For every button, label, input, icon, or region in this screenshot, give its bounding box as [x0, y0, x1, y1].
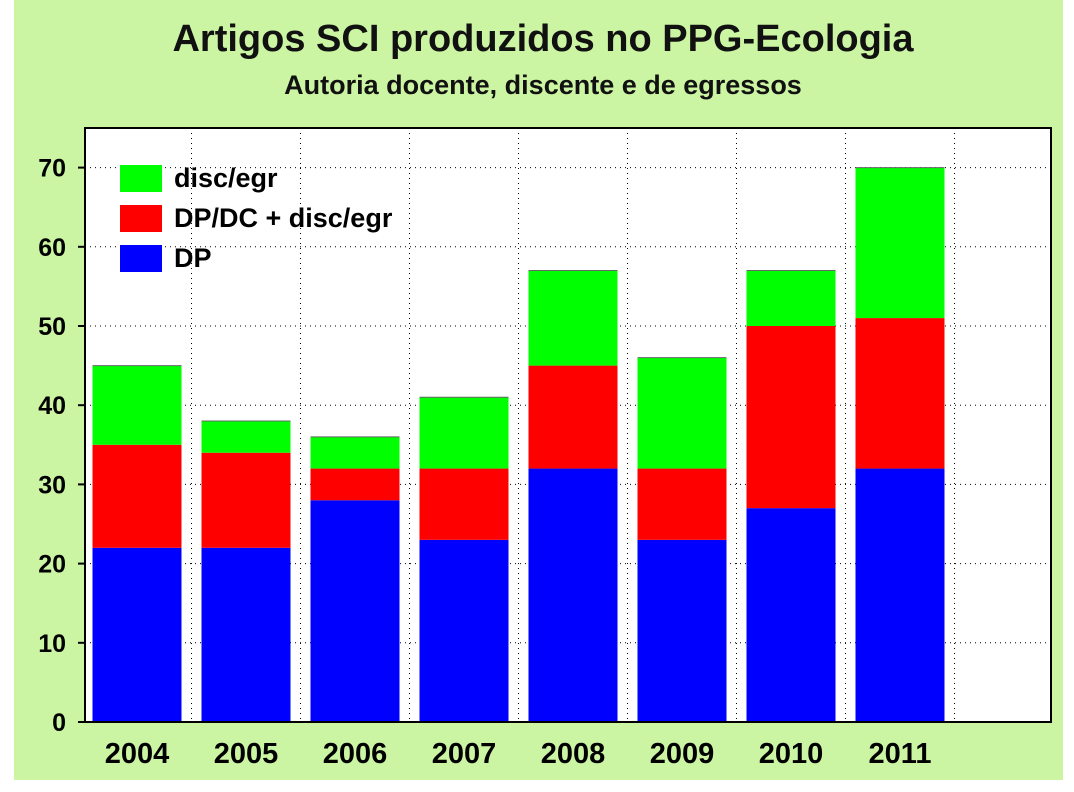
bar-segment-dp-2006 [310, 500, 400, 722]
y-tick-label-70: 70 [38, 155, 66, 183]
bar-segment-disc-egr-2011 [855, 167, 945, 319]
bar-segment-dp-dc-disc-egr-2010 [746, 326, 836, 509]
legend-label-disc-egr: disc/egr [174, 163, 278, 193]
axis-layer: 2004 2005 2006 2007 2008 2009 2010 2011 0 10 20 30 4… [38, 128, 1051, 770]
bar-layer [92, 167, 945, 722]
bar-segment-disc-egr-2006 [310, 436, 400, 469]
bar-segment-disc-egr-2007 [419, 397, 509, 469]
bar-segment-disc-egr-2005 [201, 421, 291, 453]
y-tick-label-50: 50 [38, 313, 66, 341]
x-tick-label-2011: 2011 [869, 738, 932, 770]
y-tick-label-20: 20 [38, 551, 66, 579]
x-tick-label-2006: 2006 [323, 738, 388, 770]
bar-segment-dp-2011 [855, 468, 945, 722]
legend-swatch-disc-egr [120, 165, 162, 192]
bar-segment-dp-dc-disc-egr-2007 [419, 468, 509, 540]
y-tick-label-60: 60 [38, 234, 66, 262]
bar-segment-dp-2010 [746, 508, 836, 722]
bar-segment-dp-2004 [92, 547, 182, 722]
y-tick-label-10: 10 [38, 630, 66, 658]
x-tick-label-2009: 2009 [650, 738, 715, 770]
legend-label-dp: DP [174, 243, 212, 273]
bar-segment-dp-dc-disc-egr-2008 [528, 365, 618, 469]
x-tick-label-2010: 2010 [759, 738, 824, 770]
bar-segment-dp-dc-disc-egr-2011 [855, 318, 945, 469]
x-tick-label-2004: 2004 [105, 738, 170, 770]
legend-label-dp-dc-disc-egr: DP/DC + disc/egr [174, 203, 393, 233]
legend-swatch-dp [120, 245, 162, 272]
legend-swatch-dp-dc-disc-egr [120, 205, 162, 232]
bar-segment-dp-dc-disc-egr-2004 [92, 444, 182, 548]
chart-subtitle: Autoria docente, discente e de egressos [284, 70, 802, 100]
bar-segment-dp-2009 [637, 539, 727, 722]
bar-segment-dp-2005 [201, 547, 291, 722]
bar-segment-disc-egr-2010 [746, 270, 836, 326]
bar-segment-dp-2007 [419, 539, 509, 722]
y-tick-label-30: 30 [38, 471, 66, 499]
bar-segment-dp-dc-disc-egr-2005 [201, 452, 291, 548]
legend: disc/egr DP/DC + disc/egr DP [120, 163, 393, 273]
bar-segment-dp-2008 [528, 468, 618, 722]
bar-segment-dp-dc-disc-egr-2006 [310, 468, 400, 501]
x-tick-label-2007: 2007 [432, 738, 497, 770]
x-tick-label-2008: 2008 [541, 738, 606, 770]
y-tick-label-40: 40 [38, 392, 66, 420]
bar-segment-dp-dc-disc-egr-2009 [637, 468, 727, 540]
bar-segment-disc-egr-2008 [528, 270, 618, 366]
bar-segment-disc-egr-2009 [637, 357, 727, 469]
y-tick-label-0: 0 [52, 709, 66, 737]
x-tick-label-2005: 2005 [214, 738, 279, 770]
chart-title: Artigos SCI produzidos no PPG-Ecologia [172, 18, 914, 60]
bar-segment-disc-egr-2004 [92, 365, 182, 445]
